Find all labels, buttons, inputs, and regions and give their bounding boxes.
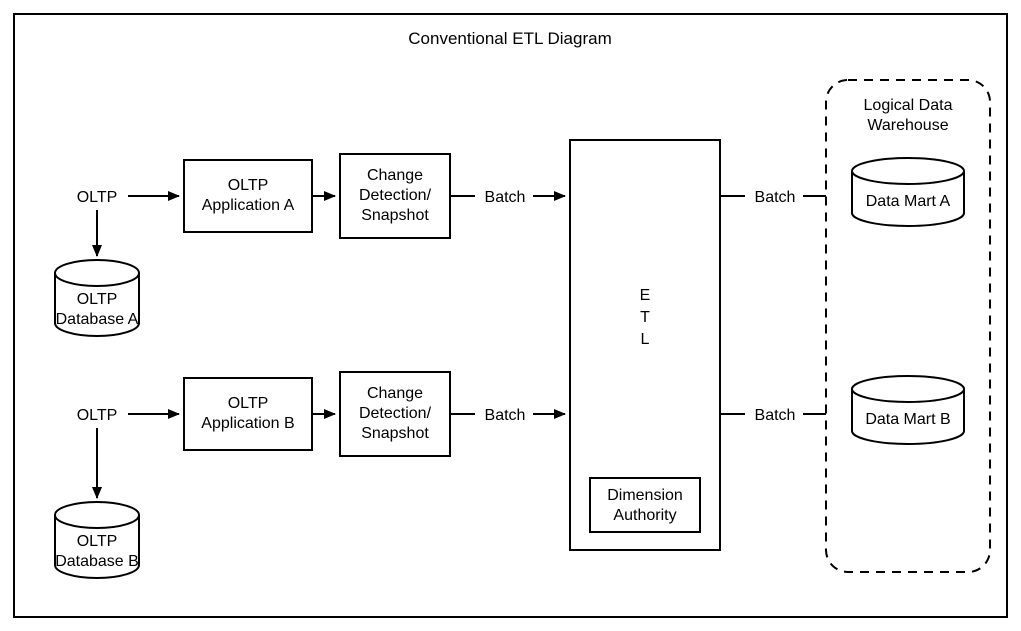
diagram-title: Conventional ETL Diagram bbox=[408, 29, 611, 48]
app-b-line2: Application B bbox=[201, 415, 294, 432]
oltp-database-a: OLTP Database A bbox=[55, 260, 139, 336]
ldw-line2: Warehouse bbox=[867, 117, 948, 134]
cds-a-line3: Snapshot bbox=[361, 207, 429, 224]
oltp-application-b: OLTP Application B bbox=[184, 378, 312, 450]
db-a-line2: Database A bbox=[56, 311, 139, 328]
cds-b-line2: Detection/ bbox=[359, 405, 432, 422]
change-detection-b: Change Detection/ Snapshot bbox=[340, 372, 450, 456]
cds-a-line2: Detection/ bbox=[359, 187, 432, 204]
etl-t: T bbox=[640, 309, 650, 326]
etl-diagram: Conventional ETL Diagram OLTP OLTP Datab… bbox=[0, 0, 1021, 631]
batch-label-b2: Batch bbox=[755, 407, 796, 424]
db-b-line2: Database B bbox=[55, 553, 139, 570]
oltp-b-label: OLTP bbox=[77, 407, 118, 424]
cds-b-line1: Change bbox=[367, 385, 423, 402]
logical-data-warehouse: Logical Data Warehouse bbox=[826, 80, 990, 572]
app-a-line1: OLTP bbox=[228, 177, 269, 194]
change-detection-a: Change Detection/ Snapshot bbox=[340, 154, 450, 238]
db-b-line1: OLTP bbox=[77, 533, 118, 550]
batch-label-b1: Batch bbox=[485, 407, 526, 424]
batch-label-a2: Batch bbox=[755, 189, 796, 206]
cds-b-line3: Snapshot bbox=[361, 425, 429, 442]
data-mart-a: Data Mart A bbox=[852, 158, 964, 226]
mart-b-label: Data Mart B bbox=[865, 411, 950, 428]
ldw-line1: Logical Data bbox=[864, 97, 953, 114]
data-mart-b: Data Mart B bbox=[852, 376, 964, 444]
oltp-a-label: OLTP bbox=[77, 189, 118, 206]
etl-e: E bbox=[640, 287, 651, 304]
dim-line1: Dimension bbox=[607, 487, 683, 504]
etl-l: L bbox=[641, 331, 650, 348]
oltp-database-b: OLTP Database B bbox=[55, 502, 139, 578]
cds-a-line1: Change bbox=[367, 167, 423, 184]
mart-a-label: Data Mart A bbox=[866, 193, 951, 210]
oltp-application-a: OLTP Application A bbox=[184, 160, 312, 232]
app-b-line1: OLTP bbox=[228, 395, 269, 412]
batch-label-a1: Batch bbox=[485, 189, 526, 206]
app-a-line2: Application A bbox=[202, 197, 295, 214]
dim-line2: Authority bbox=[613, 507, 676, 524]
db-a-line1: OLTP bbox=[77, 291, 118, 308]
dimension-authority: Dimension Authority bbox=[590, 478, 700, 532]
